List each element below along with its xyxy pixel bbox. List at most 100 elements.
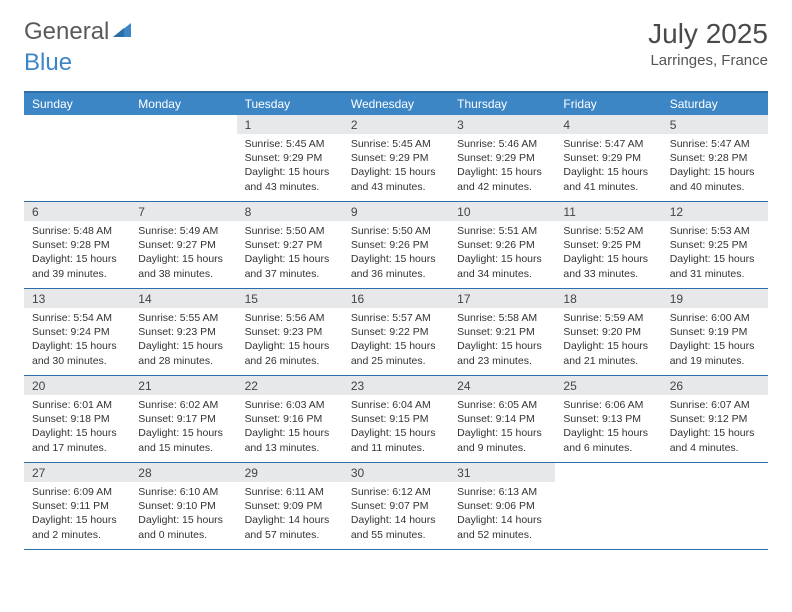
day-cell: 30Sunrise: 6:12 AMSunset: 9:07 PMDayligh… <box>343 463 449 549</box>
day-body: Sunrise: 5:50 AMSunset: 9:26 PMDaylight:… <box>343 221 449 285</box>
weekday-fri: Friday <box>555 93 661 115</box>
sunset-text: Sunset: 9:27 PM <box>245 238 335 252</box>
sunrise-text: Sunrise: 6:13 AM <box>457 485 547 499</box>
sunset-text: Sunset: 9:17 PM <box>138 412 228 426</box>
day-body: Sunrise: 5:59 AMSunset: 9:20 PMDaylight:… <box>555 308 661 372</box>
daylight-text: Daylight: 14 hours and 57 minutes. <box>245 513 335 541</box>
day-body: Sunrise: 6:07 AMSunset: 9:12 PMDaylight:… <box>662 395 768 459</box>
day-cell: . <box>24 115 130 201</box>
daylight-text: Daylight: 15 hours and 40 minutes. <box>670 165 760 193</box>
logo-word2: Blue <box>24 49 72 77</box>
calendar: Sunday Monday Tuesday Wednesday Thursday… <box>24 91 768 550</box>
sunrise-text: Sunrise: 6:11 AM <box>245 485 335 499</box>
day-cell: 21Sunrise: 6:02 AMSunset: 9:17 PMDayligh… <box>130 376 236 462</box>
day-cell: 25Sunrise: 6:06 AMSunset: 9:13 PMDayligh… <box>555 376 661 462</box>
daylight-text: Daylight: 15 hours and 6 minutes. <box>563 426 653 454</box>
sunrise-text: Sunrise: 6:09 AM <box>32 485 122 499</box>
weekday-sat: Saturday <box>662 93 768 115</box>
logo-triangle-icon <box>113 18 131 46</box>
day-number: 10 <box>449 202 555 221</box>
day-cell: 27Sunrise: 6:09 AMSunset: 9:11 PMDayligh… <box>24 463 130 549</box>
sunset-text: Sunset: 9:10 PM <box>138 499 228 513</box>
day-body: Sunrise: 5:55 AMSunset: 9:23 PMDaylight:… <box>130 308 236 372</box>
sunset-text: Sunset: 9:16 PM <box>245 412 335 426</box>
weekday-header: Sunday Monday Tuesday Wednesday Thursday… <box>24 93 768 115</box>
title-block: July 2025 Larringes, France <box>648 18 768 69</box>
sunset-text: Sunset: 9:14 PM <box>457 412 547 426</box>
day-cell: 20Sunrise: 6:01 AMSunset: 9:18 PMDayligh… <box>24 376 130 462</box>
weekday-sun: Sunday <box>24 93 130 115</box>
sunset-text: Sunset: 9:13 PM <box>563 412 653 426</box>
day-cell: 17Sunrise: 5:58 AMSunset: 9:21 PMDayligh… <box>449 289 555 375</box>
logo: General <box>24 18 133 46</box>
sunset-text: Sunset: 9:27 PM <box>138 238 228 252</box>
sunset-text: Sunset: 9:19 PM <box>670 325 760 339</box>
day-cell: 9Sunrise: 5:50 AMSunset: 9:26 PMDaylight… <box>343 202 449 288</box>
day-number: 22 <box>237 376 343 395</box>
sunset-text: Sunset: 9:28 PM <box>32 238 122 252</box>
day-number: 14 <box>130 289 236 308</box>
day-cell: 3Sunrise: 5:46 AMSunset: 9:29 PMDaylight… <box>449 115 555 201</box>
sunrise-text: Sunrise: 6:10 AM <box>138 485 228 499</box>
daylight-text: Daylight: 14 hours and 55 minutes. <box>351 513 441 541</box>
day-body: Sunrise: 5:45 AMSunset: 9:29 PMDaylight:… <box>237 134 343 198</box>
day-cell: 15Sunrise: 5:56 AMSunset: 9:23 PMDayligh… <box>237 289 343 375</box>
day-cell: 16Sunrise: 5:57 AMSunset: 9:22 PMDayligh… <box>343 289 449 375</box>
sunset-text: Sunset: 9:28 PM <box>670 151 760 165</box>
week-row: 27Sunrise: 6:09 AMSunset: 9:11 PMDayligh… <box>24 463 768 550</box>
daylight-text: Daylight: 15 hours and 2 minutes. <box>32 513 122 541</box>
sunrise-text: Sunrise: 5:48 AM <box>32 224 122 238</box>
daylight-text: Daylight: 15 hours and 41 minutes. <box>563 165 653 193</box>
day-cell: 29Sunrise: 6:11 AMSunset: 9:09 PMDayligh… <box>237 463 343 549</box>
sunrise-text: Sunrise: 5:56 AM <box>245 311 335 325</box>
sunrise-text: Sunrise: 5:50 AM <box>245 224 335 238</box>
sunrise-text: Sunrise: 5:52 AM <box>563 224 653 238</box>
daylight-text: Daylight: 15 hours and 42 minutes. <box>457 165 547 193</box>
day-cell: 26Sunrise: 6:07 AMSunset: 9:12 PMDayligh… <box>662 376 768 462</box>
sunset-text: Sunset: 9:15 PM <box>351 412 441 426</box>
week-row: 13Sunrise: 5:54 AMSunset: 9:24 PMDayligh… <box>24 289 768 376</box>
day-cell: 2Sunrise: 5:45 AMSunset: 9:29 PMDaylight… <box>343 115 449 201</box>
day-body: Sunrise: 6:10 AMSunset: 9:10 PMDaylight:… <box>130 482 236 546</box>
sunset-text: Sunset: 9:20 PM <box>563 325 653 339</box>
sunrise-text: Sunrise: 5:55 AM <box>138 311 228 325</box>
weekday-wed: Wednesday <box>343 93 449 115</box>
weeks-container: ..1Sunrise: 5:45 AMSunset: 9:29 PMDaylig… <box>24 115 768 550</box>
sunrise-text: Sunrise: 5:54 AM <box>32 311 122 325</box>
sunrise-text: Sunrise: 6:12 AM <box>351 485 441 499</box>
day-body: Sunrise: 6:09 AMSunset: 9:11 PMDaylight:… <box>24 482 130 546</box>
sunset-text: Sunset: 9:23 PM <box>245 325 335 339</box>
day-cell: 23Sunrise: 6:04 AMSunset: 9:15 PMDayligh… <box>343 376 449 462</box>
sunrise-text: Sunrise: 5:47 AM <box>563 137 653 151</box>
day-cell: 10Sunrise: 5:51 AMSunset: 9:26 PMDayligh… <box>449 202 555 288</box>
daylight-text: Daylight: 15 hours and 11 minutes. <box>351 426 441 454</box>
day-number: 18 <box>555 289 661 308</box>
sunset-text: Sunset: 9:25 PM <box>670 238 760 252</box>
sunset-text: Sunset: 9:21 PM <box>457 325 547 339</box>
sunset-text: Sunset: 9:07 PM <box>351 499 441 513</box>
daylight-text: Daylight: 15 hours and 23 minutes. <box>457 339 547 367</box>
day-cell: 7Sunrise: 5:49 AMSunset: 9:27 PMDaylight… <box>130 202 236 288</box>
day-body: Sunrise: 5:57 AMSunset: 9:22 PMDaylight:… <box>343 308 449 372</box>
sunrise-text: Sunrise: 5:50 AM <box>351 224 441 238</box>
sunset-text: Sunset: 9:29 PM <box>563 151 653 165</box>
sunrise-text: Sunrise: 5:57 AM <box>351 311 441 325</box>
sunset-text: Sunset: 9:11 PM <box>32 499 122 513</box>
sunset-text: Sunset: 9:29 PM <box>457 151 547 165</box>
day-cell: 24Sunrise: 6:05 AMSunset: 9:14 PMDayligh… <box>449 376 555 462</box>
daylight-text: Daylight: 15 hours and 4 minutes. <box>670 426 760 454</box>
day-body: Sunrise: 5:54 AMSunset: 9:24 PMDaylight:… <box>24 308 130 372</box>
day-cell: . <box>662 463 768 549</box>
day-body: Sunrise: 6:12 AMSunset: 9:07 PMDaylight:… <box>343 482 449 546</box>
daylight-text: Daylight: 15 hours and 38 minutes. <box>138 252 228 280</box>
day-cell: 31Sunrise: 6:13 AMSunset: 9:06 PMDayligh… <box>449 463 555 549</box>
day-number: 28 <box>130 463 236 482</box>
day-number: 17 <box>449 289 555 308</box>
day-number: 20 <box>24 376 130 395</box>
day-number: 30 <box>343 463 449 482</box>
day-number: 26 <box>662 376 768 395</box>
day-number: 25 <box>555 376 661 395</box>
day-body: Sunrise: 5:58 AMSunset: 9:21 PMDaylight:… <box>449 308 555 372</box>
daylight-text: Daylight: 15 hours and 43 minutes. <box>351 165 441 193</box>
sunrise-text: Sunrise: 6:03 AM <box>245 398 335 412</box>
